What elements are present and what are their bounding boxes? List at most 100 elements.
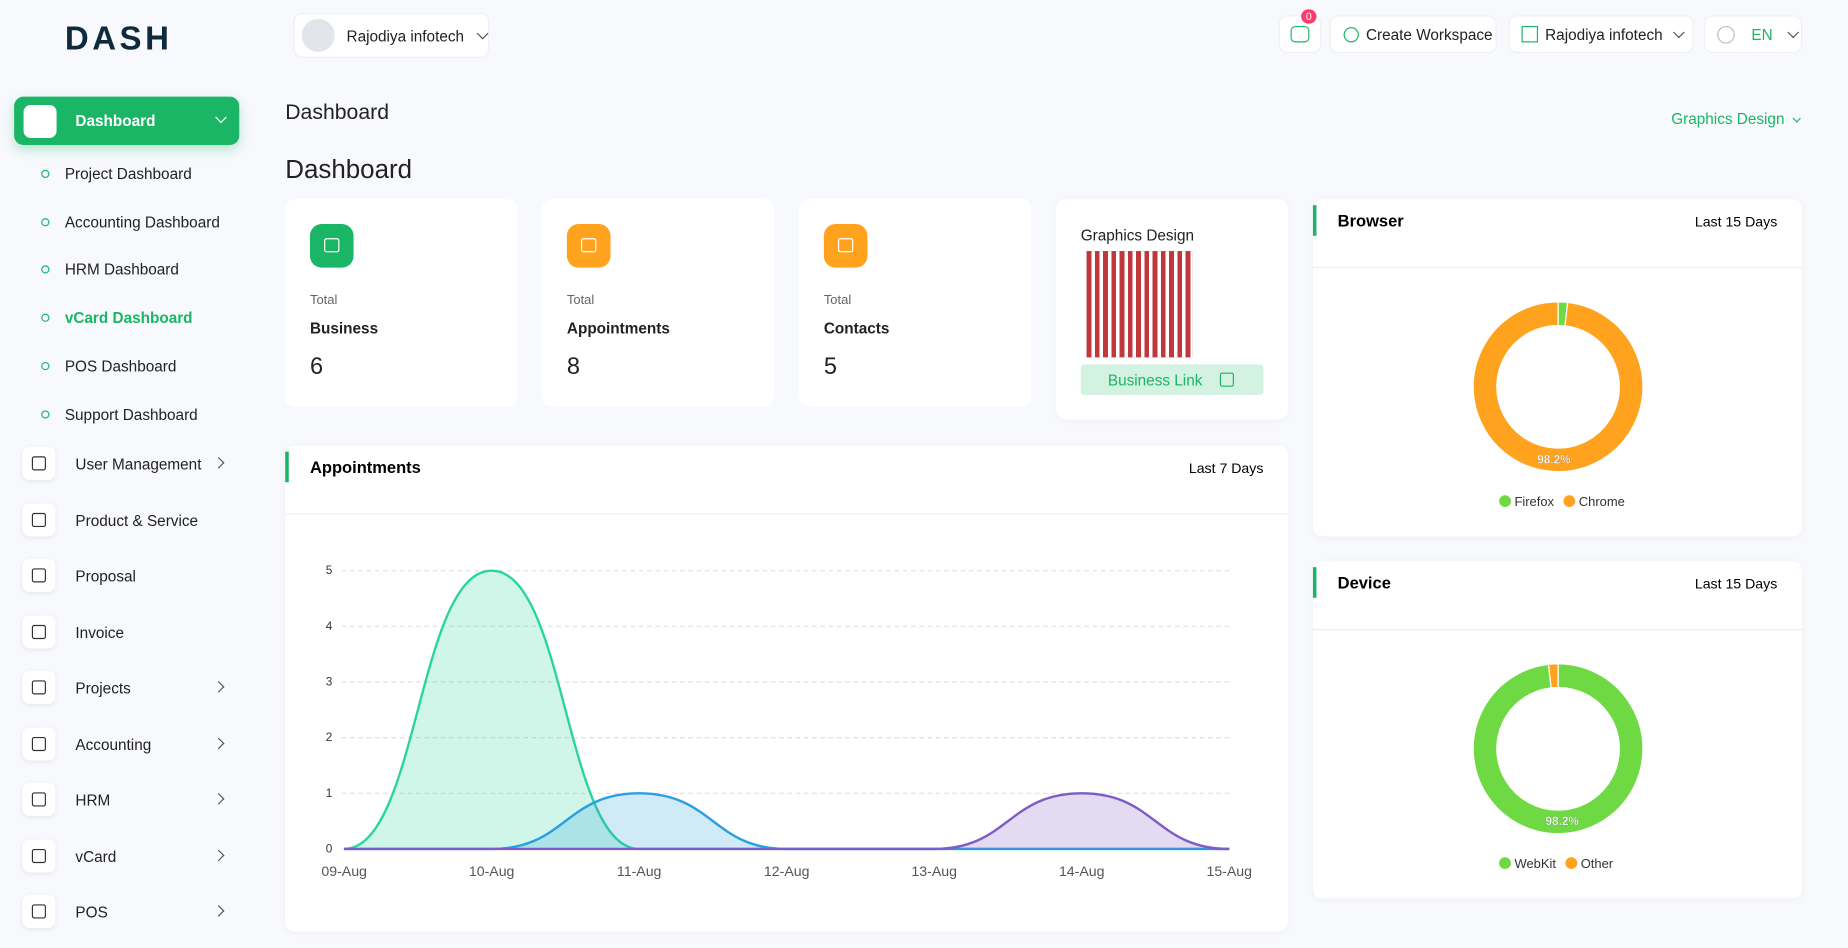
legend-label: WebKit xyxy=(1514,856,1556,871)
submenu-bullet xyxy=(41,217,50,227)
accent-bar xyxy=(1312,205,1317,236)
menu-icon xyxy=(22,558,56,592)
legend-swatch xyxy=(1565,857,1578,869)
y-tick-label: 5 xyxy=(326,564,333,577)
company-switcher[interactable]: Rajodiya infotech xyxy=(1508,15,1694,54)
submenu-item[interactable]: POS Dashboard xyxy=(64,357,177,375)
business-link-label: Business Link xyxy=(1107,371,1203,390)
appointments-card xyxy=(285,445,1289,932)
menu-icon-glyph xyxy=(31,456,46,471)
card-title: Device xyxy=(1338,574,1391,592)
logo[interactable]: DASH xyxy=(64,20,173,57)
qr-code xyxy=(1086,251,1193,358)
submenu-item[interactable]: Accounting Dashboard xyxy=(64,213,220,231)
submenu-bullet xyxy=(41,361,50,370)
card-period: Last 15 Days xyxy=(1695,575,1777,591)
submenu-bullet xyxy=(41,409,50,418)
legend-label: Firefox xyxy=(1514,494,1554,509)
menu-icon xyxy=(22,502,56,536)
business-link[interactable]: Business Link xyxy=(1080,364,1264,395)
submenu-item[interactable]: HRM Dashboard xyxy=(64,261,179,279)
stat-icon xyxy=(309,224,354,268)
data-label: 98.2% xyxy=(1546,815,1580,828)
legend-swatch xyxy=(1499,495,1511,508)
stat-icon xyxy=(823,224,868,268)
filter-label: Graphics Design xyxy=(1671,109,1785,128)
menu-item[interactable]: Proposal xyxy=(75,567,136,585)
menu-item[interactable]: Accounting xyxy=(75,735,152,753)
accent-bar xyxy=(285,451,289,483)
x-tick-label: 12-Aug xyxy=(764,863,810,879)
data-label: 98.2% xyxy=(1537,453,1571,466)
menu-icon-glyph xyxy=(31,512,46,527)
menu-item[interactable]: vCard xyxy=(75,847,117,865)
notifications[interactable]: 0 xyxy=(1278,9,1322,54)
menu-item[interactable]: Invoice xyxy=(75,623,124,641)
stat-card: Total Contacts 5 xyxy=(799,199,1032,407)
submenu-item[interactable]: vCard Dashboard xyxy=(64,309,193,327)
menu-icon xyxy=(22,670,56,704)
stat-name: Contacts xyxy=(823,319,890,338)
stat-label: Total xyxy=(309,293,338,308)
browser-card xyxy=(1312,199,1803,537)
x-tick-label: 10-Aug xyxy=(469,863,515,879)
language-code: EN xyxy=(1751,25,1773,44)
menu-item[interactable]: POS xyxy=(75,903,108,921)
company-name: Rajodiya infotech xyxy=(1545,25,1663,44)
submenu-bullet xyxy=(41,169,50,179)
workspace-switcher[interactable]: Rajodiya infotech xyxy=(293,12,490,58)
stat-label: Total xyxy=(566,293,595,308)
stat-icon-glyph xyxy=(837,238,854,253)
menu-item[interactable]: Product & Service xyxy=(75,511,199,529)
area-line xyxy=(344,792,1230,851)
stat-icon-glyph xyxy=(581,238,597,253)
create-workspace[interactable]: Create Workspace xyxy=(1329,15,1497,54)
x-tick-label: 09-Aug xyxy=(321,863,367,879)
x-tick-label: 14-Aug xyxy=(1059,863,1105,879)
filter[interactable]: Graphics Design xyxy=(1671,109,1801,128)
stat-value: 8 xyxy=(566,353,581,380)
menu-icon-glyph xyxy=(31,568,46,583)
language[interactable]: EN xyxy=(1704,15,1803,54)
workspace-name: Rajodiya infotech xyxy=(346,26,465,45)
stat-card: Total Business 6 xyxy=(285,199,518,407)
x-tick-label: 15-Aug xyxy=(1206,863,1252,879)
menu-icon-glyph xyxy=(31,680,46,695)
y-tick-label: 2 xyxy=(326,731,333,744)
submenu-item[interactable]: Project Dashboard xyxy=(64,165,192,183)
menu-dashboard[interactable]: Dashboard xyxy=(14,96,240,146)
business-title: Graphics Design xyxy=(1080,226,1195,245)
stat-name: Business xyxy=(309,319,379,338)
breadcrumb: Dashboard xyxy=(285,100,390,124)
legend-swatch xyxy=(1499,857,1511,869)
donut-slice xyxy=(1472,663,1644,835)
card-title: Browser xyxy=(1338,212,1405,230)
submenu-bullet xyxy=(41,265,50,275)
menu-item[interactable]: User Management xyxy=(75,455,202,473)
stat-value: 6 xyxy=(309,353,324,380)
menu-item[interactable]: HRM xyxy=(75,791,111,809)
y-tick-label: 1 xyxy=(326,787,333,800)
legend-label: Other xyxy=(1581,856,1614,871)
area-fill xyxy=(344,570,1230,849)
submenu-item[interactable]: Support Dashboard xyxy=(64,405,198,423)
menu-icon xyxy=(22,838,56,872)
legend-swatch xyxy=(1563,495,1576,508)
y-tick-label: 4 xyxy=(326,620,333,633)
stat-label: Total xyxy=(823,293,852,308)
submenu-bullet xyxy=(41,313,50,323)
menu-icon-glyph xyxy=(31,904,46,919)
menu-icon xyxy=(22,894,56,928)
menu-item[interactable]: Projects xyxy=(75,679,131,697)
x-tick-label: 13-Aug xyxy=(911,863,957,879)
card-period: Last 7 Days xyxy=(1189,460,1264,476)
notification-count: 0 xyxy=(1301,9,1317,24)
menu-icon xyxy=(22,614,56,648)
x-tick-label: 11-Aug xyxy=(617,863,661,879)
card-title: Appointments xyxy=(310,459,421,477)
stat-value: 5 xyxy=(823,353,837,380)
menu-icon-glyph xyxy=(31,848,46,863)
